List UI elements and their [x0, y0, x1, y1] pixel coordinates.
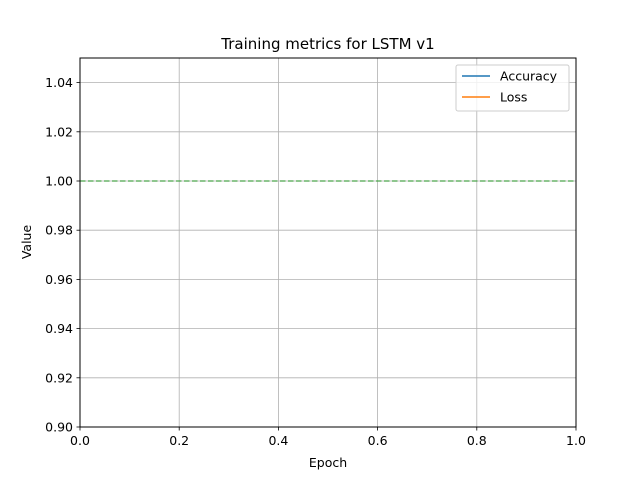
y-tick-label-5: 1.00: [45, 174, 73, 189]
y-tick-label-4: 0.98: [45, 223, 73, 238]
x-tick-label-1: 0.2: [169, 433, 189, 448]
y-tick-label-2: 0.94: [45, 321, 73, 336]
x-tick-label-2: 0.4: [268, 433, 288, 448]
x-tick-label-4: 0.8: [467, 433, 487, 448]
x-tick-label-5: 1.0: [566, 433, 586, 448]
plot-frame: [79, 57, 577, 428]
legend-label-accuracy: Accuracy: [500, 69, 558, 84]
x-tick-label-0: 0.0: [70, 433, 90, 448]
legend-label-loss: Loss: [500, 90, 527, 105]
y-tick-label-0: 0.90: [45, 420, 73, 435]
y-tick-label-6: 1.02: [45, 124, 73, 139]
legend: Accuracy Loss: [455, 64, 570, 112]
y-tick-label-7: 1.04: [45, 75, 73, 90]
y-axis-label: Value: [19, 225, 34, 260]
grid: [79, 58, 577, 428]
y-tick-label-3: 0.96: [45, 272, 73, 287]
ticks: 0.0 0.2 0.4 0.6 0.8 1.0 0.90 0.92 0.94 0.96 0.98 1.…: [45, 75, 586, 448]
y-tick-label-1: 0.92: [45, 370, 73, 385]
x-axis-label: Epoch: [309, 455, 347, 470]
x-tick-label-3: 0.6: [368, 433, 388, 448]
chart-title: Training metrics for LSTM v1: [220, 35, 434, 53]
